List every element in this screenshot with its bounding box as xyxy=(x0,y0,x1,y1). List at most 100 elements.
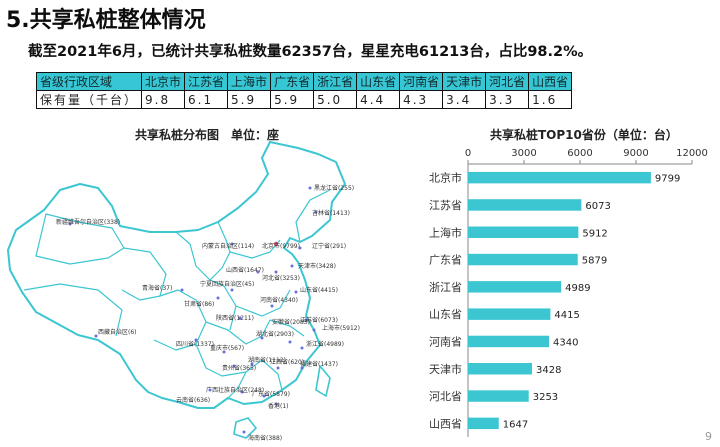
header-cell: 山西省 xyxy=(528,72,573,91)
bar-value-label: 5912 xyxy=(582,228,607,239)
header-cell: 浙江省 xyxy=(313,72,358,91)
bar-value-label: 3253 xyxy=(533,392,558,403)
map-label: 江苏省(6073) xyxy=(300,316,338,324)
table-row: 保有量（千台） 9.8 6.1 5.9 5.9 5.0 4.4 4.3 3.4 … xyxy=(35,90,573,109)
map-label: 河北省(3253) xyxy=(262,274,300,282)
map-label: 黑龙江省(255) xyxy=(314,184,354,192)
category-label: 河北省 xyxy=(429,390,462,403)
bar-value-label: 4989 xyxy=(565,283,590,294)
map-label: 湖南省(1112) xyxy=(248,356,286,364)
summary-text: 截至2021年6月，已统计共享私桩数量62357台，星星充电61213台，占比9… xyxy=(28,44,593,60)
category-label: 河南省 xyxy=(429,335,462,348)
map-label: 重庆市(567) xyxy=(210,344,244,352)
category-label: 浙江省 xyxy=(429,281,462,294)
map-label: 湖北省(2903) xyxy=(256,330,294,338)
china-map: 黑龙江省(255) 吉林省(1413) 新疆维吾尔自治区(338) 内蒙古自治区… xyxy=(7,141,360,442)
map-title: 共享私桩分布图 单位：座 xyxy=(135,128,280,142)
x-tick-label: 0 xyxy=(465,148,471,159)
header-cell: 天津市 xyxy=(442,72,487,91)
bar xyxy=(468,417,499,430)
map-label: 上海市(5912) xyxy=(322,324,360,332)
bar xyxy=(468,253,578,266)
value-cell: 3.4 xyxy=(442,90,487,109)
map-label: 吉林省(1413) xyxy=(312,209,350,217)
map-label: 山西省(1647) xyxy=(226,266,264,274)
bar-value-label: 9799 xyxy=(655,174,680,185)
value-cell: 4.3 xyxy=(399,90,444,109)
bar xyxy=(468,390,529,402)
bar-value-label: 4340 xyxy=(553,337,578,348)
header-cell: 山东省 xyxy=(356,72,401,91)
category-label: 山东省 xyxy=(429,308,462,321)
value-cell: 9.8 xyxy=(141,90,186,109)
map-label: 广东省(5879) xyxy=(252,390,290,398)
map-label: 山东省(4415) xyxy=(300,286,338,294)
map-label: 天津市(3428) xyxy=(298,262,336,270)
header-cell: 广东省 xyxy=(270,72,315,91)
x-tick-label: 9000 xyxy=(623,148,648,159)
bar-value-label: 3428 xyxy=(536,365,561,376)
map-label: 陕西省(1211) xyxy=(216,314,254,322)
row-label-cell: 保有量（千台） xyxy=(35,90,143,109)
bar-value-label: 5879 xyxy=(582,256,607,267)
category-label: 天津市 xyxy=(429,362,462,376)
header-cell: 河南省 xyxy=(399,72,444,91)
value-cell: 5.9 xyxy=(270,90,315,109)
x-tick-label: 3000 xyxy=(511,148,536,159)
value-cell: 5.0 xyxy=(313,90,358,109)
x-tick-label: 12000 xyxy=(676,148,708,159)
map-label: 青海省(37) xyxy=(142,284,172,292)
value-cell: 1.6 xyxy=(528,90,573,109)
page-number: 9 xyxy=(705,430,712,443)
table-header-row: 省级行政区域 北京市 江苏省 上海市 广东省 浙江省 山东省 河南省 天津市 河… xyxy=(35,72,573,91)
map-label: 海南省(388) xyxy=(248,434,282,442)
category-label: 山西省 xyxy=(429,417,462,430)
map-label: 宁夏回族自治区(45) xyxy=(200,280,254,288)
bar xyxy=(468,281,562,293)
map-label: 河南省(4340) xyxy=(260,296,298,304)
bar xyxy=(468,199,582,211)
category-label: 广东省 xyxy=(429,254,462,267)
header-cell: 上海市 xyxy=(227,72,272,91)
header-cell: 省级行政区域 xyxy=(35,72,143,91)
map-label: 安徽省(2083) xyxy=(272,318,310,326)
map-label: 云南省(636) xyxy=(176,396,210,404)
bar xyxy=(468,226,579,238)
map-label: 内蒙古自治区(114) xyxy=(202,242,254,250)
value-cell: 5.9 xyxy=(227,90,272,109)
category-label: 北京市 xyxy=(429,171,462,185)
map-label: 广西壮族自治区(248) xyxy=(206,386,264,394)
map-label: 甘肃省(86) xyxy=(184,300,214,308)
map-outline xyxy=(7,141,346,439)
top10-bar-chart: 0 3000 6000 9000 12000 北京市 9799 江苏省 6073 上海市 5912 广… xyxy=(429,148,708,437)
header-cell: 河北省 xyxy=(485,72,530,91)
category-label: 江苏省 xyxy=(429,199,462,212)
chart-title: 共享私桩TOP10省份（单位：台） xyxy=(490,128,678,142)
map-label: 西藏自治区(6) xyxy=(98,328,137,336)
map-label: 辽宁省(291) xyxy=(312,242,346,250)
map-labels: 黑龙江省(255) 吉林省(1413) 新疆维吾尔自治区(338) 内蒙古自治区… xyxy=(56,184,360,442)
bar-value-label: 4415 xyxy=(554,310,579,321)
header-cell: 江苏省 xyxy=(184,72,229,91)
map-label: 贵州省(365) xyxy=(222,364,256,372)
bar xyxy=(468,171,651,184)
bar xyxy=(468,308,551,320)
value-cell: 4.4 xyxy=(356,90,401,109)
map-label: 浙江省(4989) xyxy=(306,340,344,348)
bar xyxy=(468,363,532,375)
province-table: 省级行政区域 北京市 江苏省 上海市 广东省 浙江省 山东省 河南省 天津市 河… xyxy=(35,72,573,109)
map-label: 新疆维吾尔自治区(338) xyxy=(56,218,120,226)
map-label: 江西省(620) xyxy=(270,358,304,366)
map-label: 四川省(1337) xyxy=(176,340,214,348)
bar-value-label: 6073 xyxy=(585,201,610,212)
category-label: 上海市 xyxy=(429,225,462,239)
map-label: 北京市(9799) xyxy=(262,242,300,250)
value-cell: 6.1 xyxy=(184,90,229,109)
header-cell: 北京市 xyxy=(141,72,186,91)
map-markers xyxy=(68,186,318,434)
value-cell: 3.3 xyxy=(485,90,530,109)
map-label: 香港(1) xyxy=(268,402,289,410)
bar xyxy=(468,335,550,348)
x-tick-label: 6000 xyxy=(567,148,592,159)
map-label: 福建省(1437) xyxy=(300,360,338,368)
